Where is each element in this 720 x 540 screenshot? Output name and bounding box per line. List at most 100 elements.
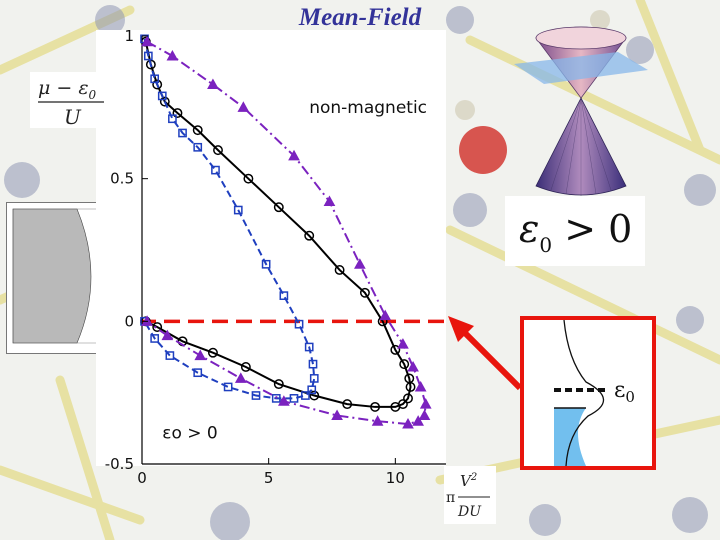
y-label-numerator: μ − ε: [38, 77, 89, 99]
data-point-square: [301, 391, 310, 400]
data-point-triangle: [412, 415, 424, 426]
cone-condition-label: ε0 > 0: [505, 196, 645, 266]
data-point-circle: [152, 322, 163, 332]
svg-text:ε0 > 0: ε0 > 0: [519, 207, 632, 257]
data-point-circle: [273, 379, 284, 390]
data-point-triangle: [166, 49, 179, 61]
data-point-triangle: [402, 418, 414, 429]
y-tick-label: 0: [124, 312, 134, 330]
data-point-square: [261, 259, 271, 269]
data-point-square: [165, 351, 175, 360]
data-point-square: [193, 368, 203, 378]
data-point-circle: [240, 362, 251, 372]
data-point-triangle: [323, 195, 336, 206]
y-axis-label: μ − ε0 U: [30, 72, 110, 129]
data-point-circle: [159, 96, 170, 107]
data-point-square: [193, 142, 203, 152]
data-point-circle: [403, 393, 413, 404]
fermi-plane: [514, 52, 648, 84]
data-point-triangle: [161, 329, 174, 341]
data-point-circle: [304, 230, 315, 241]
data-point-square: [309, 374, 319, 383]
data-point-circle: [309, 390, 320, 401]
data-point-triangle: [407, 360, 419, 372]
data-point-triangle: [331, 409, 343, 420]
data-point-triangle: [207, 78, 219, 90]
y-tick-label: -0.5: [105, 455, 134, 473]
series-line-circles-solid: [144, 41, 412, 408]
data-point-square: [168, 114, 177, 124]
x-tick-label: 0: [137, 469, 147, 487]
x-axis-label: π V2 DU: [444, 466, 496, 524]
y-label-subscript: 0: [89, 88, 97, 102]
data-point-square: [279, 291, 289, 301]
data-point-triangle: [419, 398, 432, 409]
data-point-circle: [243, 173, 254, 184]
data-point-triangle: [371, 415, 384, 426]
data-point-circle: [405, 382, 416, 392]
data-point-square: [223, 382, 233, 392]
x-tick-label: 5: [264, 469, 274, 487]
data-point-triangle: [278, 395, 290, 406]
x-label-superscript: 2: [470, 472, 477, 483]
dirac-cone-figure: [514, 26, 648, 196]
x-label-denominator: DU: [457, 504, 482, 520]
data-point-triangle: [354, 258, 366, 269]
data-point-circle: [399, 359, 410, 370]
data-point-square: [157, 91, 167, 101]
data-point-square: [178, 128, 187, 138]
svg-text:μ − ε0: μ − ε0: [38, 77, 97, 102]
y-tick-label: 0.5: [110, 170, 134, 188]
data-point-square: [150, 334, 160, 343]
y-tick-label: 1: [124, 27, 134, 45]
filled-states: [554, 408, 586, 466]
data-point-circle: [370, 401, 381, 412]
data-point-square: [307, 385, 317, 395]
red-atom-icon: [459, 126, 507, 174]
data-point-circle: [359, 287, 370, 298]
data-point-triangle: [234, 372, 247, 383]
y-label-denominator: U: [64, 105, 82, 128]
data-point-square: [150, 74, 160, 84]
data-point-triangle: [141, 35, 153, 47]
data-point-triangle: [397, 338, 409, 349]
chart-annotation: εo > 0: [162, 423, 217, 443]
data-point-triangle: [414, 380, 427, 392]
data-point-square: [289, 394, 299, 403]
cone-eps-rest: > 0: [552, 207, 632, 251]
cone-eps-subscript: 0: [539, 233, 552, 257]
data-point-square: [308, 359, 318, 369]
data-point-circle: [213, 145, 223, 156]
data-point-circle: [342, 399, 353, 410]
dos-curve: [563, 319, 605, 467]
svg-text:ε0: ε0: [614, 378, 635, 406]
chart-annotation: non-magnetic: [309, 98, 427, 118]
data-point-circle: [207, 347, 218, 358]
data-point-circle: [390, 401, 401, 412]
data-point-square: [251, 391, 261, 400]
data-point-square: [233, 205, 243, 215]
inset-eps-symbol: ε: [614, 378, 625, 403]
x-label-numerator: V: [460, 472, 473, 490]
cone-eps-symbol: ε: [519, 207, 539, 251]
data-point-triangle: [194, 349, 207, 361]
x-tick-label: 10: [386, 469, 405, 487]
dos-inset: ε0: [520, 316, 656, 470]
data-point-circle: [145, 59, 156, 70]
data-point-circle: [390, 344, 401, 355]
inset-eps-subscript: 0: [625, 388, 635, 406]
series-line-squares-dashed: [143, 38, 316, 400]
data-point-square: [304, 342, 314, 352]
slide-title: Mean-Field: [298, 4, 422, 31]
data-point-circle: [152, 79, 163, 90]
svg-text:V2: V2: [460, 472, 477, 490]
data-point-circle: [192, 125, 203, 136]
data-point-square: [271, 394, 281, 403]
data-point-square: [294, 319, 304, 329]
data-point-triangle: [379, 309, 392, 321]
x-label-prefix: π: [446, 490, 455, 506]
data-point-triangle: [288, 149, 300, 161]
data-point-square: [211, 165, 220, 175]
